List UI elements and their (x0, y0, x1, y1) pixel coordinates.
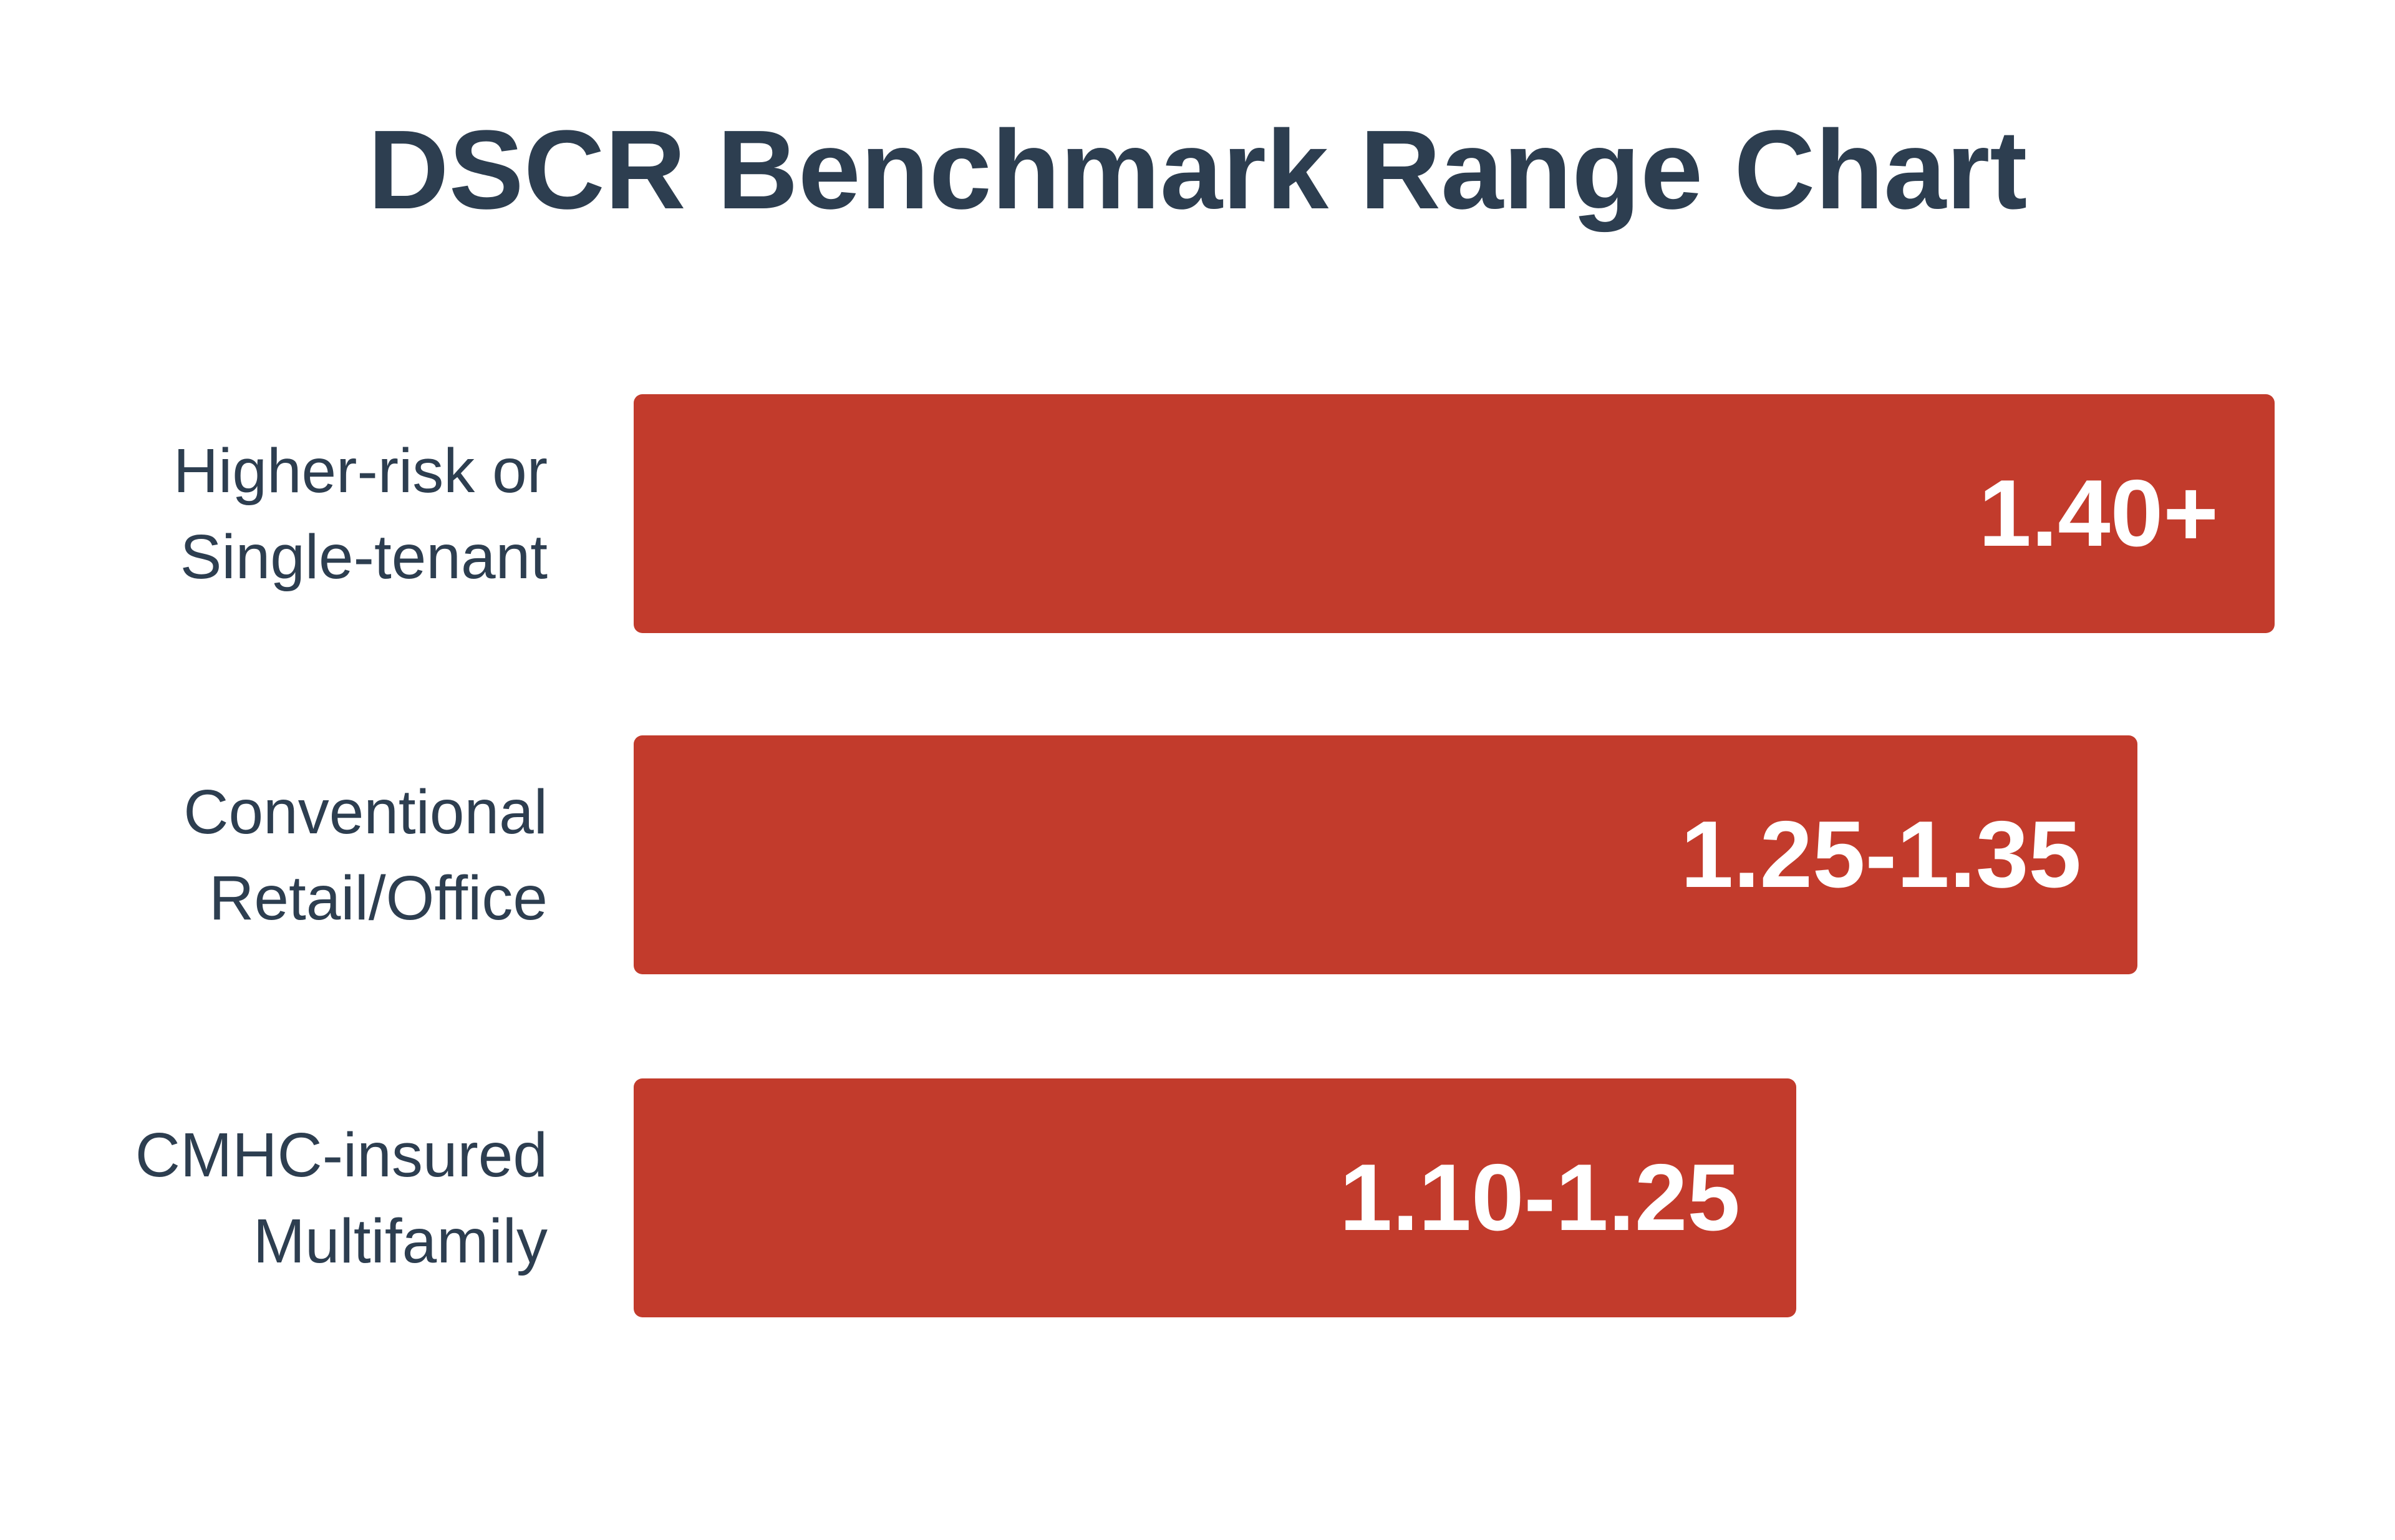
category-label-cmhc: CMHC-insured Multifamily (0, 1078, 548, 1317)
bar-higher-risk: 1.40+ (634, 394, 2275, 633)
bar-cmhc: 1.10-1.25 (634, 1078, 1796, 1317)
category-label-text: CMHC-insured Multifamily (135, 1112, 548, 1284)
bar-conventional: 1.25-1.35 (634, 735, 2137, 974)
bar-row-conventional: Conventional Retail/Office 1.25-1.35 (0, 735, 2395, 974)
category-label-line2: Retail/Office (209, 863, 548, 933)
category-label-line1: Conventional (183, 777, 548, 847)
bar-row-higher-risk: Higher-risk or Single-tenant 1.40+ (0, 394, 2395, 633)
category-label-text: Higher-risk or Single-tenant (173, 428, 548, 600)
category-label-conventional: Conventional Retail/Office (0, 735, 548, 974)
category-label-line1: Higher-risk or (173, 435, 548, 506)
category-label-line2: Multifamily (253, 1206, 548, 1276)
bar-value-label: 1.10-1.25 (1339, 1145, 1740, 1251)
chart-title: DSCR Benchmark Range Chart (367, 107, 2028, 233)
category-label-line2: Single-tenant (180, 521, 548, 592)
bar-value-label: 1.40+ (1978, 460, 2218, 566)
category-label-higher-risk: Higher-risk or Single-tenant (0, 394, 548, 633)
bar-row-cmhc: CMHC-insured Multifamily 1.10-1.25 (0, 1078, 2395, 1317)
category-label-line1: CMHC-insured (135, 1120, 548, 1190)
bar-value-label: 1.25-1.35 (1680, 801, 2081, 908)
category-label-text: Conventional Retail/Office (183, 769, 548, 941)
